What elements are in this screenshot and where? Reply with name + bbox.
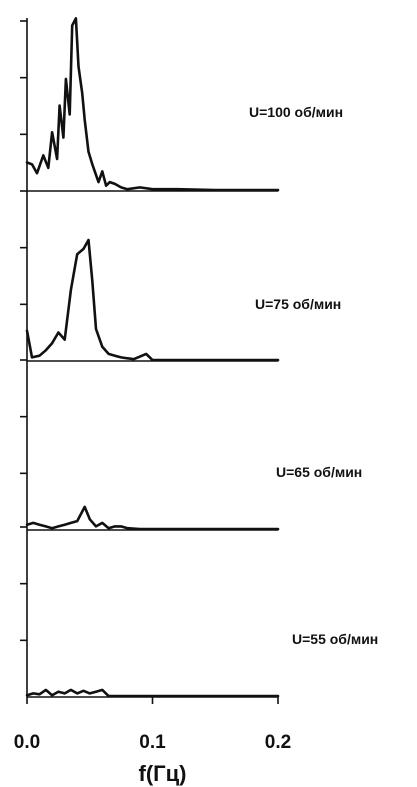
panel-label: U=75 об/мин [255,296,341,312]
x-tick-label: 0.1 [139,732,166,753]
x-axis-title: f(Гц) [139,761,187,786]
spectrum-line [25,238,280,362]
x-tick-label: 0.0 [14,732,40,753]
panel-4: U=55 об/мин [20,526,378,698]
spectrum-line [25,17,280,192]
chart-panels: U=100 об/мин U=75 об/мин U=65 об/мин U=55 о… [20,17,378,698]
panel-3: U=65 об/мин [20,359,362,531]
panel-2: U=75 об/мин [20,190,341,362]
panel-label: U=100 об/мин [249,104,343,120]
spectrum-line [25,505,280,531]
panel-1: U=100 об/мин [20,17,343,192]
spectrum-line [25,688,280,698]
x-tick-label: 0.2 [265,732,291,753]
panel-label: U=55 об/мин [292,631,378,647]
x-axis-ticks: 0.0 0.1 0.2 [14,697,291,753]
panel-label: U=65 об/мин [276,464,362,480]
